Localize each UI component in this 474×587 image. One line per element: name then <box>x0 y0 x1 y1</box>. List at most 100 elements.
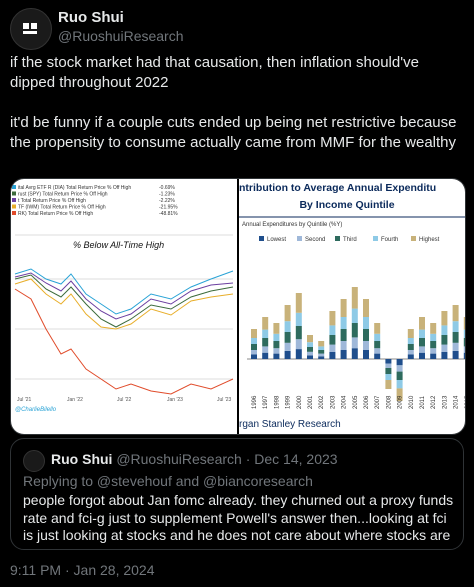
decor-bar <box>251 350 257 355</box>
year-label: 2010 <box>409 395 415 409</box>
decor-bar <box>374 323 381 334</box>
media-grid[interactable]: ital Avrg ETF R (DIA) Total Return Price… <box>10 178 466 435</box>
x-label: Jan '22 <box>67 397 83 403</box>
decor-bar <box>363 329 369 341</box>
decor-bar <box>374 353 381 359</box>
legend-swatch <box>297 236 302 241</box>
timestamp[interactable]: 9:11 PM · Jan 28, 2024 <box>10 562 155 578</box>
decor-bar <box>351 287 358 309</box>
avatar[interactable] <box>10 8 52 50</box>
decor-bar <box>419 352 425 359</box>
author-handle[interactable]: @RuoshuiResearch <box>58 28 184 44</box>
decor-bar <box>262 352 269 359</box>
decor-bar <box>441 325 448 335</box>
legend-value: -21.95% <box>159 205 178 211</box>
decor-bar <box>363 317 369 329</box>
decor-bar <box>340 350 347 359</box>
decor-bar <box>284 332 291 343</box>
chart-subtitle: By Income Quintile <box>299 199 394 211</box>
decor-bar <box>385 359 392 364</box>
year-label: 2014 <box>454 395 460 409</box>
decor-bar <box>273 333 280 341</box>
decor-bar <box>251 354 257 359</box>
decor-bar <box>329 344 336 352</box>
decor-bar <box>452 342 459 351</box>
year-label: 2001 <box>308 395 314 409</box>
year-label: 2005 <box>353 395 359 409</box>
decor-bar <box>385 374 392 380</box>
decor-bar <box>407 354 414 359</box>
decor-bar <box>407 344 414 350</box>
decor-bar <box>385 380 392 389</box>
x-label: Jul '21 <box>17 397 32 403</box>
decor-bar <box>262 317 269 330</box>
decor-bar <box>295 312 302 326</box>
legend-swatch <box>411 236 416 241</box>
year-label: 2012 <box>431 395 437 409</box>
decor-bar <box>318 356 325 359</box>
decor-bar <box>307 342 313 347</box>
year-label: 2007 <box>375 395 381 409</box>
decor-bar <box>463 338 465 347</box>
decor-bar <box>396 359 403 366</box>
decor-bar <box>340 299 347 317</box>
chart-source: rgan Stanley Research <box>239 419 341 430</box>
decor-bar <box>329 335 336 345</box>
decor-bar <box>430 341 437 349</box>
legend-label: RK) Total Return Price % Off High <box>18 211 93 217</box>
decor-bar <box>262 338 269 347</box>
decor-bar <box>396 380 403 389</box>
quoted-tweet[interactable]: Ruo Shui @RuoshuiResearch · Dec 14, 2023… <box>10 438 464 550</box>
tweet-text-1: if the stock market had that causation, … <box>10 54 419 91</box>
decor-bar <box>463 352 465 359</box>
x-label: Jan '23 <box>167 397 183 403</box>
year-label: 1996 <box>252 395 258 409</box>
avatar-logo <box>23 23 37 34</box>
decor-bar <box>273 353 280 359</box>
decor-bar <box>262 346 269 353</box>
decor-bar <box>419 346 425 353</box>
decor-bar <box>396 388 403 401</box>
legend-value: -2.22% <box>159 198 175 204</box>
year-label: 1999 <box>286 395 292 409</box>
source-credit: @CharlieBilello <box>15 407 57 413</box>
legend-label: ital Avrg ETF R (DIA) Total Return Price… <box>18 185 131 191</box>
decor-bar <box>351 323 358 338</box>
decor-bar <box>284 305 291 322</box>
decor-bar <box>463 329 465 338</box>
decor-bar <box>318 350 325 354</box>
legend-swatch <box>335 236 340 241</box>
author-name[interactable]: Ruo Shui <box>58 9 124 26</box>
decor-bar <box>430 353 437 359</box>
decor-bar <box>419 317 425 330</box>
legend-value: -48.81% <box>159 211 178 217</box>
legend-label: Highest <box>419 237 440 243</box>
decor-bar <box>351 337 358 349</box>
chart-title: ntribution to Average Annual Expenditu <box>239 182 436 194</box>
decor-bar <box>441 335 448 345</box>
quoted-text: people forgot about Jan fomc already. th… <box>23 492 454 543</box>
decor-bar <box>340 341 347 350</box>
decor-bar <box>374 348 381 354</box>
quoted-avatar <box>23 450 45 472</box>
legend-swatch <box>259 236 264 241</box>
x-label: Jul '22 <box>117 397 132 403</box>
decor-bar <box>407 329 414 338</box>
decor-bar <box>307 355 313 359</box>
decor-bar <box>318 353 325 357</box>
decor-bar <box>441 344 448 352</box>
chart-caption: % Below All-Time High <box>73 240 164 250</box>
quoted-handle-date: @RuoshuiResearch · Dec 14, 2023 <box>116 451 338 467</box>
year-label: 2008 <box>386 395 392 409</box>
decor-bar <box>430 333 437 341</box>
year-label: 2002 <box>319 395 325 409</box>
legend-swatch <box>12 191 16 196</box>
tweet-text-2: it'd be funny if a couple cuts ended up … <box>10 114 457 151</box>
legend-label: rust (SPY) Total Return Price % Off High <box>18 192 108 198</box>
decor-bar <box>262 329 269 338</box>
decor-bar <box>307 351 313 356</box>
decor-bar <box>295 293 302 313</box>
decor-bar <box>295 326 302 340</box>
decor-bar <box>251 329 257 338</box>
